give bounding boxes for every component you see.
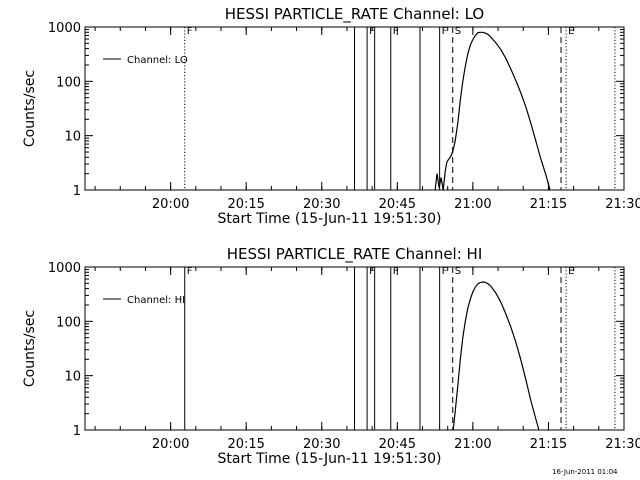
event-marker-label: E xyxy=(568,26,574,37)
chart-title: HESSI PARTICLE_RATE Channel: HI xyxy=(227,245,483,264)
x-tick-label: 20:45 xyxy=(379,197,416,212)
x-tick-label: 21:15 xyxy=(530,437,567,452)
event-marker-label: F xyxy=(393,26,399,37)
event-marker-label: F xyxy=(442,26,448,37)
y-tick-label: 1 xyxy=(73,184,81,199)
x-tick-label: 20:15 xyxy=(227,437,264,452)
x-axis-label: Start Time (15-Jun-11 19:51:30) xyxy=(218,211,442,227)
y-tick-label: 10 xyxy=(64,130,81,145)
x-tick-label: 21:30 xyxy=(605,197,640,212)
footer-timestamp: 16-Jun-2011 01:04 xyxy=(552,468,618,476)
event-marker-label: F xyxy=(369,266,375,277)
event-marker-label: F xyxy=(393,266,399,277)
event-marker-label: F xyxy=(442,266,448,277)
event-marker-label: F xyxy=(187,266,193,277)
x-tick-label: 21:00 xyxy=(454,197,491,212)
y-tick-label: 1 xyxy=(73,424,81,439)
x-tick-label: 20:30 xyxy=(303,197,340,212)
series-line xyxy=(452,281,540,431)
chart-panel-hi: HESSI PARTICLE_RATE Channel: HI 1 10 100 100… xyxy=(22,245,640,467)
y-axis-label: Counts/sec xyxy=(22,70,38,147)
event-marker-label: S xyxy=(455,266,461,277)
y-tick-label: 100 xyxy=(56,315,81,330)
y-tick-label: 1000 xyxy=(48,261,81,276)
event-marker-label: S xyxy=(455,26,461,37)
x-tick-label: 20:15 xyxy=(227,197,264,212)
x-tick-label: 20:45 xyxy=(379,437,416,452)
event-marker-label: F xyxy=(187,26,193,37)
x-tick-label: 21:15 xyxy=(530,197,567,212)
x-axis-label: Start Time (15-Jun-11 19:51:30) xyxy=(218,451,442,467)
series-line xyxy=(434,31,551,191)
x-tick-label: 20:00 xyxy=(152,437,189,452)
y-axis-label: Counts/sec xyxy=(22,310,38,387)
x-tick-label: 20:30 xyxy=(303,437,340,452)
legend-label: Channel: LO xyxy=(127,55,188,66)
event-marker-label: F xyxy=(369,26,375,37)
x-tick-label: 20:00 xyxy=(152,197,189,212)
chart-title: HESSI PARTICLE_RATE Channel: LO xyxy=(225,5,484,24)
y-tick-label: 100 xyxy=(56,75,81,90)
event-marker-label: E xyxy=(568,266,574,277)
y-tick-label: 1000 xyxy=(48,21,81,36)
x-tick-label: 21:00 xyxy=(454,437,491,452)
x-tick-label: 21:30 xyxy=(605,437,640,452)
chart-panel-lo: HESSI PARTICLE_RATE Channel: LO 1 10 100 100… xyxy=(22,5,640,227)
y-tick-label: 10 xyxy=(64,370,81,385)
legend-label: Channel: HI xyxy=(127,295,185,306)
